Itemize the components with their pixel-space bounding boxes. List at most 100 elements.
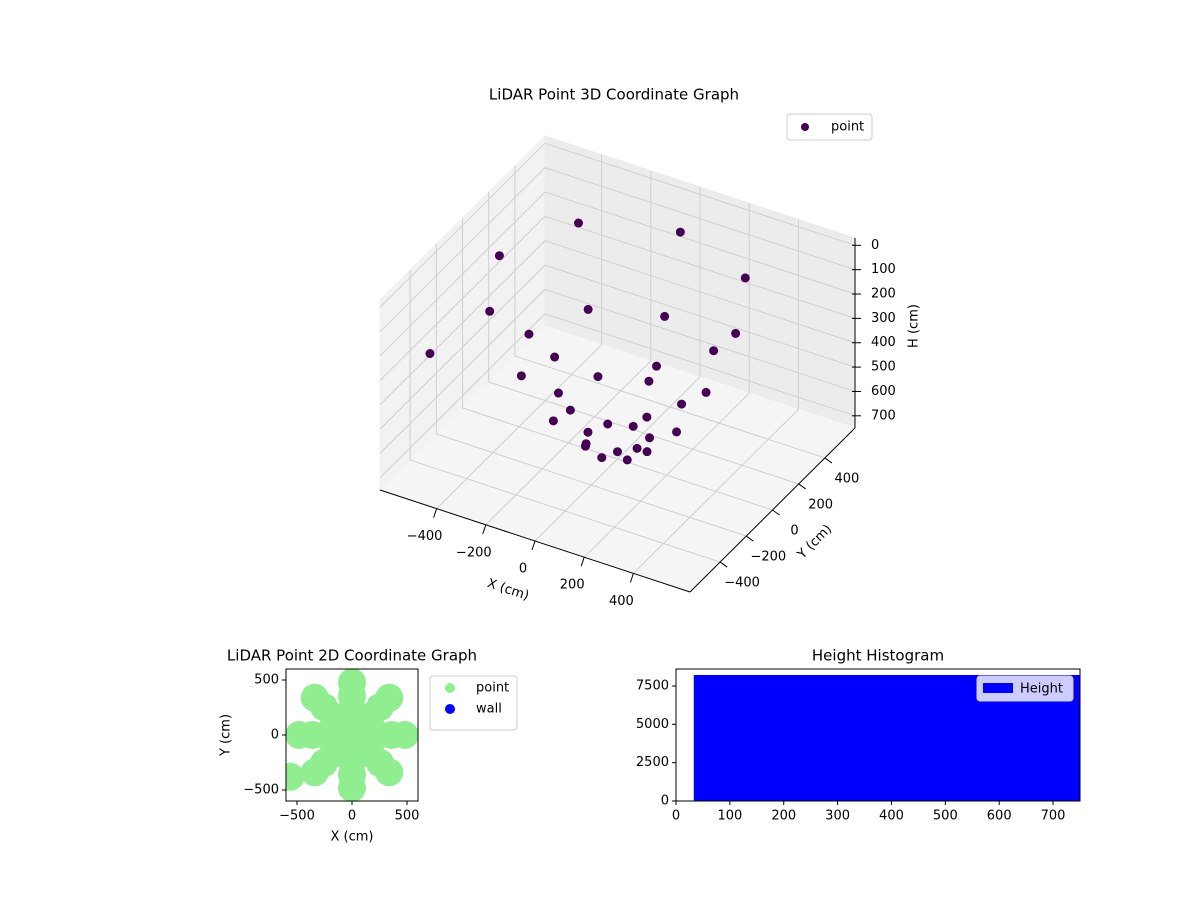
x-tick (531, 540, 536, 551)
plot-area (286, 669, 418, 801)
y-tick-label: 500 (254, 673, 279, 688)
point (644, 376, 654, 386)
legend-label: point (831, 120, 864, 135)
x-tick-label: 400 (609, 594, 634, 609)
chart-title: LiDAR Point 3D Coordinate Graph (489, 86, 739, 104)
grid-line (379, 264, 856, 430)
point (375, 758, 404, 787)
z-tick-label: 600 (871, 384, 896, 399)
grid-line (379, 191, 856, 357)
y-tick-label: 5000 (636, 717, 669, 732)
point (593, 372, 603, 382)
y-tick-label: −200 (750, 550, 786, 565)
point (494, 251, 504, 261)
point (300, 758, 329, 787)
z-tick-label: 400 (871, 335, 896, 350)
point (338, 669, 366, 697)
x-tick (580, 557, 585, 567)
point (485, 306, 495, 316)
y-tick (824, 457, 833, 464)
grid-line (534, 187, 701, 542)
grid-line (633, 219, 799, 574)
point (603, 419, 613, 429)
x-tick-label: 0 (348, 809, 356, 824)
point (613, 447, 622, 457)
x-tick (433, 508, 438, 518)
x-tick-label: 0 (519, 562, 527, 577)
x-tick-label: 300 (825, 809, 850, 824)
x-tick-label: 0 (672, 809, 680, 824)
legend-patch (983, 683, 1013, 693)
point (672, 427, 682, 437)
point (581, 439, 591, 449)
point (553, 388, 563, 398)
point (622, 455, 632, 465)
grid-line (462, 218, 773, 511)
point (731, 328, 741, 338)
z-tick-label: 0 (871, 238, 879, 253)
point (338, 773, 366, 801)
z-axis-label: H (cm) (907, 304, 922, 348)
y-tick-label: −400 (724, 576, 760, 591)
point (565, 405, 575, 415)
x-tick (629, 573, 634, 583)
y-tick (772, 509, 780, 516)
point (632, 443, 642, 453)
y-tick-label: 0 (790, 524, 798, 539)
point (677, 399, 687, 409)
y-tick-label: 0 (661, 794, 669, 809)
point (390, 721, 418, 749)
y-tick-label: 200 (808, 497, 833, 512)
y-axis-line (689, 427, 856, 593)
x-tick-label: 200 (560, 578, 585, 593)
z-tick-label: 500 (871, 360, 896, 375)
grid-line (488, 191, 799, 485)
x-axis-label: X (cm) (331, 830, 374, 845)
axes-frame (675, 668, 1081, 802)
y-tick-label: 2500 (636, 755, 669, 770)
point (516, 371, 526, 381)
z-tick-label: 100 (871, 262, 896, 277)
x-tick-label: 400 (879, 809, 904, 824)
x-axis-line (379, 489, 691, 593)
y-tick-label: 0 (271, 728, 279, 743)
y-axis-label: Y (cm) (219, 714, 234, 757)
legend-box (786, 113, 873, 141)
x-tick-label: 200 (771, 809, 796, 824)
x-tick (482, 524, 487, 534)
point (628, 421, 638, 431)
y-tick (798, 483, 806, 490)
grid-line (379, 167, 856, 333)
y-tick-label: 400 (834, 471, 859, 486)
point (660, 311, 670, 321)
point (597, 453, 607, 463)
point (740, 273, 750, 283)
point (548, 416, 558, 426)
x-tick-label: 100 (717, 809, 742, 824)
legend-marker (445, 683, 455, 693)
point (375, 683, 404, 712)
point (550, 352, 560, 362)
x-tick-label: −500 (279, 809, 315, 824)
y-tick-label: 7500 (636, 679, 669, 694)
legend-label: wall (476, 702, 502, 717)
point (573, 218, 583, 228)
grid-line (379, 313, 856, 479)
point (701, 387, 711, 397)
point (675, 227, 685, 237)
grid-line (379, 142, 856, 308)
x-tick-label: −200 (456, 545, 492, 560)
point (709, 346, 719, 356)
legend-marker (801, 123, 809, 131)
y-tick-label: −500 (243, 783, 279, 798)
point (642, 412, 652, 422)
grid-line (435, 244, 747, 537)
grid-line (436, 154, 603, 509)
legend-box (976, 675, 1074, 702)
z-tick-label: 200 (871, 287, 896, 302)
x-tick-label: 500 (933, 809, 958, 824)
y-tick (719, 561, 728, 568)
y-tick (746, 535, 754, 542)
point (286, 762, 305, 791)
